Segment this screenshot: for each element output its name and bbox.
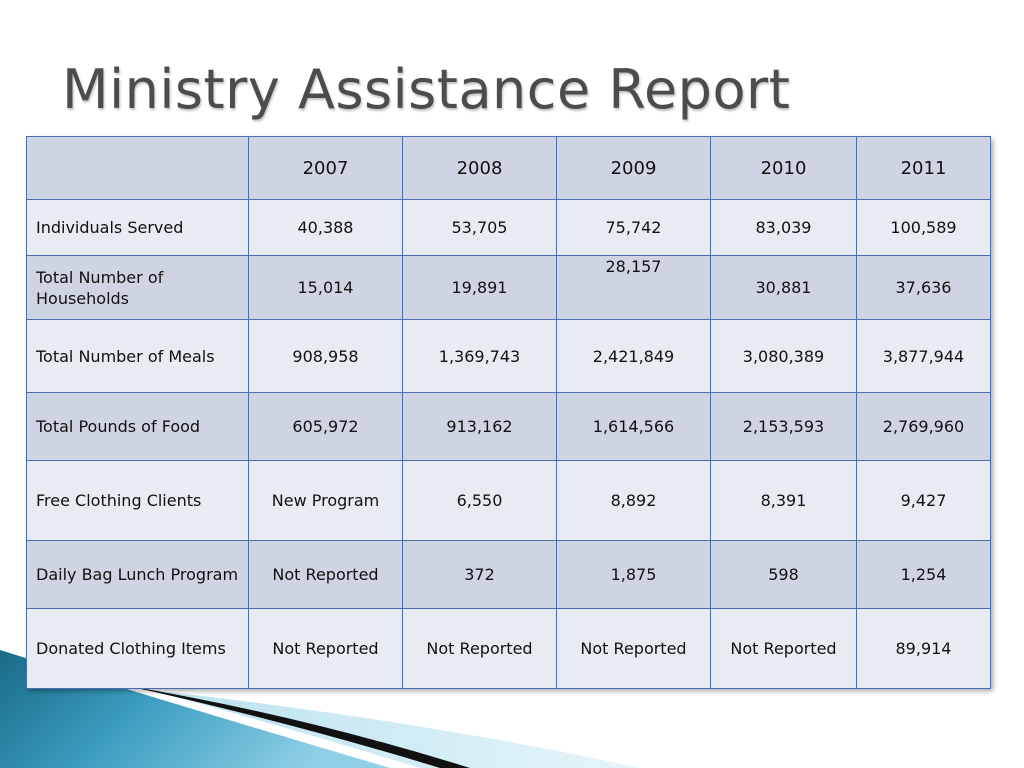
table-cell: 37,636 [856,255,991,320]
table-cell: 40,388 [248,199,403,256]
table-cell: 8,391 [710,460,857,541]
table-cell: 1,369,743 [402,319,557,393]
table-cell: 3,080,389 [710,319,857,393]
table-cell: 75,742 [556,199,711,256]
slide-title: Ministry Assistance Report [62,58,791,121]
table-cell: 2,421,849 [556,319,711,393]
table-cell: Not Reported [556,608,711,689]
table-cell: 598 [710,540,857,609]
table-row: Total Number of Meals 908,958 1,369,743 … [26,319,991,393]
table-row: Donated Clothing Items Not Reported Not … [26,608,991,689]
report-table: 2007 2008 2009 2010 2011 Individuals Ser… [26,136,991,689]
row-label: Total Number of Households [26,255,249,320]
table-cell: 89,914 [856,608,991,689]
table-cell: New Program [248,460,403,541]
table-cell: 15,014 [248,255,403,320]
header-year-2009: 2009 [556,136,711,200]
table-cell: 1,875 [556,540,711,609]
header-corner-cell [26,136,249,200]
table-cell: 913,162 [402,392,557,461]
table-cell: Not Reported [402,608,557,689]
table-cell: 83,039 [710,199,857,256]
table-cell: 908,958 [248,319,403,393]
table-row: Daily Bag Lunch Program Not Reported 372… [26,540,991,609]
table-cell: 28,157 [556,255,711,320]
table-cell: 1,614,566 [556,392,711,461]
swoosh-light-band [150,690,640,768]
table-cell: Not Reported [248,540,403,609]
table-cell: 19,891 [402,255,557,320]
table-cell: 53,705 [402,199,557,256]
table-row: Total Number of Households 15,014 19,891… [26,255,991,320]
table-cell: 2,153,593 [710,392,857,461]
header-year-2008: 2008 [402,136,557,200]
swoosh-blue-band [0,650,390,768]
table-cell: 30,881 [710,255,857,320]
table-cell: 605,972 [248,392,403,461]
table-cell: 9,427 [856,460,991,541]
table-header-row: 2007 2008 2009 2010 2011 [26,136,991,200]
table-cell: 3,877,944 [856,319,991,393]
report-table-container: 2007 2008 2009 2010 2011 Individuals Ser… [26,136,991,689]
row-label: Individuals Served [26,199,249,256]
row-label: Free Clothing Clients [26,460,249,541]
table-row: Free Clothing Clients New Program 6,550 … [26,460,991,541]
table-cell: 6,550 [402,460,557,541]
header-year-2007: 2007 [248,136,403,200]
table-cell: Not Reported [710,608,857,689]
row-label: Total Pounds of Food [26,392,249,461]
table-cell: 100,589 [856,199,991,256]
table-cell: Not Reported [248,608,403,689]
table-row: Individuals Served 40,388 53,705 75,742 … [26,199,991,256]
table-row: Total Pounds of Food 605,972 913,162 1,6… [26,392,991,461]
table-cell: 1,254 [856,540,991,609]
table-cell: 2,769,960 [856,392,991,461]
row-label: Total Number of Meals [26,319,249,393]
table-cell: 8,892 [556,460,711,541]
header-year-2010: 2010 [710,136,857,200]
swoosh-dark-stripe [128,686,470,768]
header-year-2011: 2011 [856,136,991,200]
table-cell: 372 [402,540,557,609]
row-label: Donated Clothing Items [26,608,249,689]
row-label: Daily Bag Lunch Program [26,540,249,609]
